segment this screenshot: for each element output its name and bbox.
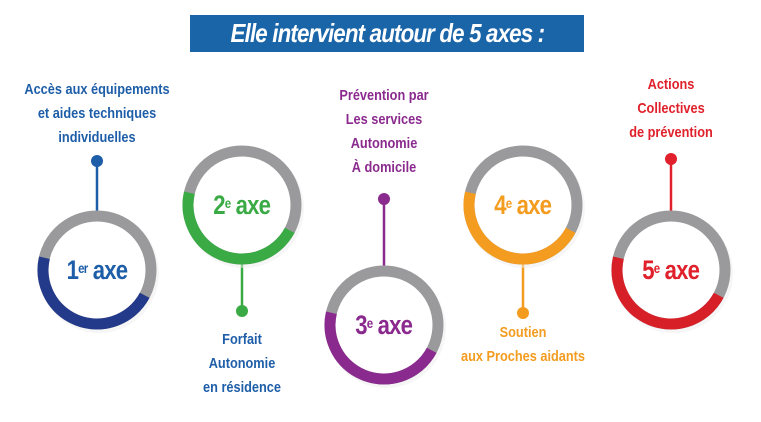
axe-word: axe <box>235 190 271 220</box>
description-line: et aides techniques <box>37 105 157 122</box>
axe-1-label: 1er axe <box>37 250 157 290</box>
axe-ordinal: e <box>225 195 231 211</box>
description-line: Prévention par <box>339 87 429 104</box>
description-line: À domicile <box>351 159 417 176</box>
description-line: Les services <box>345 111 423 128</box>
axe-3-label: 3e axe <box>324 305 444 345</box>
axe-4-description: Soutien aux Proches aidants <box>413 321 633 369</box>
description-line: de prévention <box>629 124 713 141</box>
axe-word: axe <box>664 255 700 285</box>
axe-2-label: 2e axe <box>182 185 302 225</box>
connector-dot <box>665 153 677 165</box>
axe-number: 2 <box>213 190 226 220</box>
connector-dot <box>236 305 248 317</box>
description-line: Accès aux équipements <box>24 81 170 98</box>
description-line: Forfait <box>222 331 262 348</box>
description-line: individuelles <box>58 129 136 146</box>
connector-dot <box>91 155 103 167</box>
axe-number: 4 <box>494 190 507 220</box>
ring-colored-arc <box>611 210 731 330</box>
axe-ordinal: e <box>367 315 373 331</box>
description-line: en résidence <box>203 379 281 396</box>
axe-ordinal: er <box>78 260 88 276</box>
axe-word: axe <box>377 310 413 340</box>
description-line: Autonomie <box>350 135 418 152</box>
description-line: Actions <box>647 76 695 93</box>
axe-4-label: 4e axe <box>463 185 583 225</box>
axe-word: axe <box>516 190 552 220</box>
description-line: aux Proches aidants <box>460 348 586 365</box>
axe-ordinal: e <box>654 260 660 276</box>
axe-number: 3 <box>355 310 368 340</box>
axe-number: 5 <box>642 255 655 285</box>
connector-dot <box>378 193 390 205</box>
axe-1-description: Accès aux équipements et aides techniques… <box>0 78 207 150</box>
axe-word: axe <box>92 255 128 285</box>
axe-2-description: Forfait Autonomie en résidence <box>132 328 352 400</box>
page-title: Elle intervient autour de 5 axes : <box>190 15 584 52</box>
axe-3-description: Prévention par Les services Autonomie À dom… <box>274 84 494 180</box>
axe-number: 1 <box>66 255 79 285</box>
description-line: Collectives <box>637 100 705 117</box>
axe-5-description: Actions Collectives de prévention <box>561 73 761 145</box>
connector-dot <box>517 307 529 319</box>
description-line: Autonomie <box>208 355 276 372</box>
axe-5-label: 5e axe <box>611 250 731 290</box>
description-line: Soutien <box>499 324 547 341</box>
ring-colored-arc <box>37 210 157 330</box>
ring-colored-arc <box>324 265 444 385</box>
axe-ordinal: e <box>506 195 512 211</box>
ring-colored-arc <box>182 145 302 265</box>
